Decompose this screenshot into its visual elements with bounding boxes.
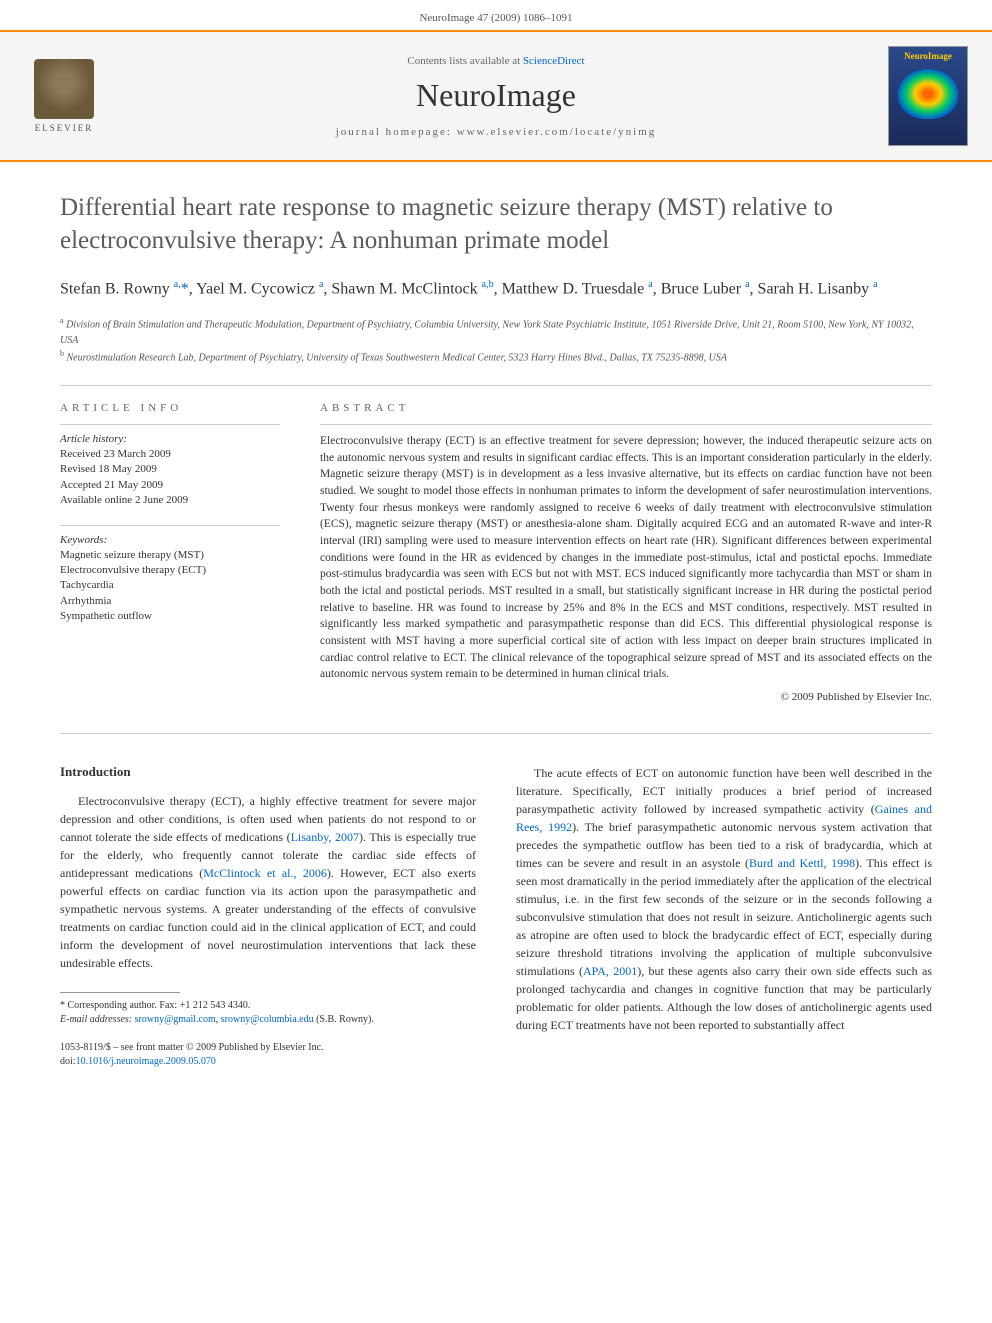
cover-title: NeuroImage [904, 51, 952, 61]
article-body: Differential heart rate response to magn… [0, 162, 992, 1099]
keywords-block: Keywords: Magnetic seizure therapy (MST)… [60, 525, 280, 625]
publisher-label: ELSEVIER [35, 123, 94, 133]
intro-paragraph-1: Electroconvulsive therapy (ECT), a highl… [60, 792, 476, 972]
footer-meta: 1053-8119/$ – see front matter © 2009 Pu… [60, 1041, 476, 1069]
intro-heading: Introduction [60, 764, 476, 780]
publisher-logo: ELSEVIER [24, 51, 104, 141]
footnote-separator [60, 992, 180, 993]
journal-banner: ELSEVIER Contents lists available at Sci… [0, 30, 992, 162]
journal-cover-thumb: NeuroImage [888, 46, 968, 146]
body-two-columns: Introduction Electroconvulsive therapy (… [60, 764, 932, 1069]
email-link-2[interactable]: srowny@columbia.edu [221, 1014, 314, 1025]
article-info-heading: ARTICLE INFO [60, 402, 280, 414]
doi-line: doi:10.1016/j.neuroimage.2009.05.070 [60, 1055, 476, 1069]
email-label: E-mail addresses: [60, 1014, 132, 1025]
article-info-col: ARTICLE INFO Article history: Received 2… [60, 402, 280, 703]
journal-name: NeuroImage [104, 77, 888, 114]
email-link-1[interactable]: srowny@gmail.com [135, 1014, 216, 1025]
affiliation-line: a Division of Brain Stimulation and Ther… [60, 315, 932, 347]
history-line: Revised 18 May 2009 [60, 462, 280, 477]
contents-line: Contents lists available at ScienceDirec… [104, 55, 888, 67]
history-label: Article history: [60, 433, 280, 445]
history-line: Accepted 21 May 2009 [60, 478, 280, 493]
keyword-line: Arrhythmia [60, 594, 280, 609]
article-title: Differential heart rate response to magn… [60, 192, 932, 257]
abstract-text: Electroconvulsive therapy (ECT) is an ef… [320, 424, 932, 683]
article-history-block: Article history: Received 23 March 2009R… [60, 424, 280, 509]
keyword-line: Electroconvulsive therapy (ECT) [60, 563, 280, 578]
banner-center: Contents lists available at ScienceDirec… [104, 55, 888, 138]
column-right: The acute effects of ECT on autonomic fu… [516, 764, 932, 1069]
abstract-copyright: © 2009 Published by Elsevier Inc. [320, 691, 932, 703]
abstract-col: ABSTRACT Electroconvulsive therapy (ECT)… [320, 402, 932, 703]
divider [60, 385, 932, 386]
affiliations: a Division of Brain Stimulation and Ther… [60, 315, 932, 365]
homepage-line: journal homepage: www.elsevier.com/locat… [104, 126, 888, 138]
affiliation-line: b Neurostimulation Research Lab, Departm… [60, 348, 932, 365]
info-abstract-row: ARTICLE INFO Article history: Received 2… [60, 402, 932, 703]
keyword-line: Magnetic seizure therapy (MST) [60, 548, 280, 563]
keyword-line: Tachycardia [60, 578, 280, 593]
corr-line: * Corresponding author. Fax: +1 212 543 … [60, 999, 476, 1013]
keywords-label: Keywords: [60, 534, 280, 546]
abstract-heading: ABSTRACT [320, 402, 932, 414]
history-line: Received 23 March 2009 [60, 447, 280, 462]
doi-prefix: doi: [60, 1056, 76, 1067]
front-matter-line: 1053-8119/$ – see front matter © 2009 Pu… [60, 1041, 476, 1055]
homepage-prefix: journal homepage: [336, 126, 457, 138]
running-header: NeuroImage 47 (2009) 1086–1091 [0, 0, 992, 30]
contents-prefix: Contents lists available at [407, 55, 522, 67]
brain-icon [898, 69, 958, 119]
corresponding-author-footnote: * Corresponding author. Fax: +1 212 543 … [60, 999, 476, 1027]
divider [60, 733, 932, 734]
column-left: Introduction Electroconvulsive therapy (… [60, 764, 476, 1069]
history-line: Available online 2 June 2009 [60, 493, 280, 508]
elsevier-tree-icon [34, 59, 94, 119]
sciencedirect-link[interactable]: ScienceDirect [523, 55, 585, 67]
keyword-line: Sympathetic outflow [60, 609, 280, 624]
intro-paragraph-2: The acute effects of ECT on autonomic fu… [516, 764, 932, 1034]
email-suffix: (S.B. Rowny). [316, 1014, 374, 1025]
author-list: Stefan B. Rowny a,*, Yael M. Cycowicz a,… [60, 277, 932, 301]
doi-link[interactable]: 10.1016/j.neuroimage.2009.05.070 [76, 1056, 216, 1067]
email-line: E-mail addresses: srowny@gmail.com, srow… [60, 1013, 476, 1027]
homepage-url: www.elsevier.com/locate/ynimg [457, 126, 657, 138]
